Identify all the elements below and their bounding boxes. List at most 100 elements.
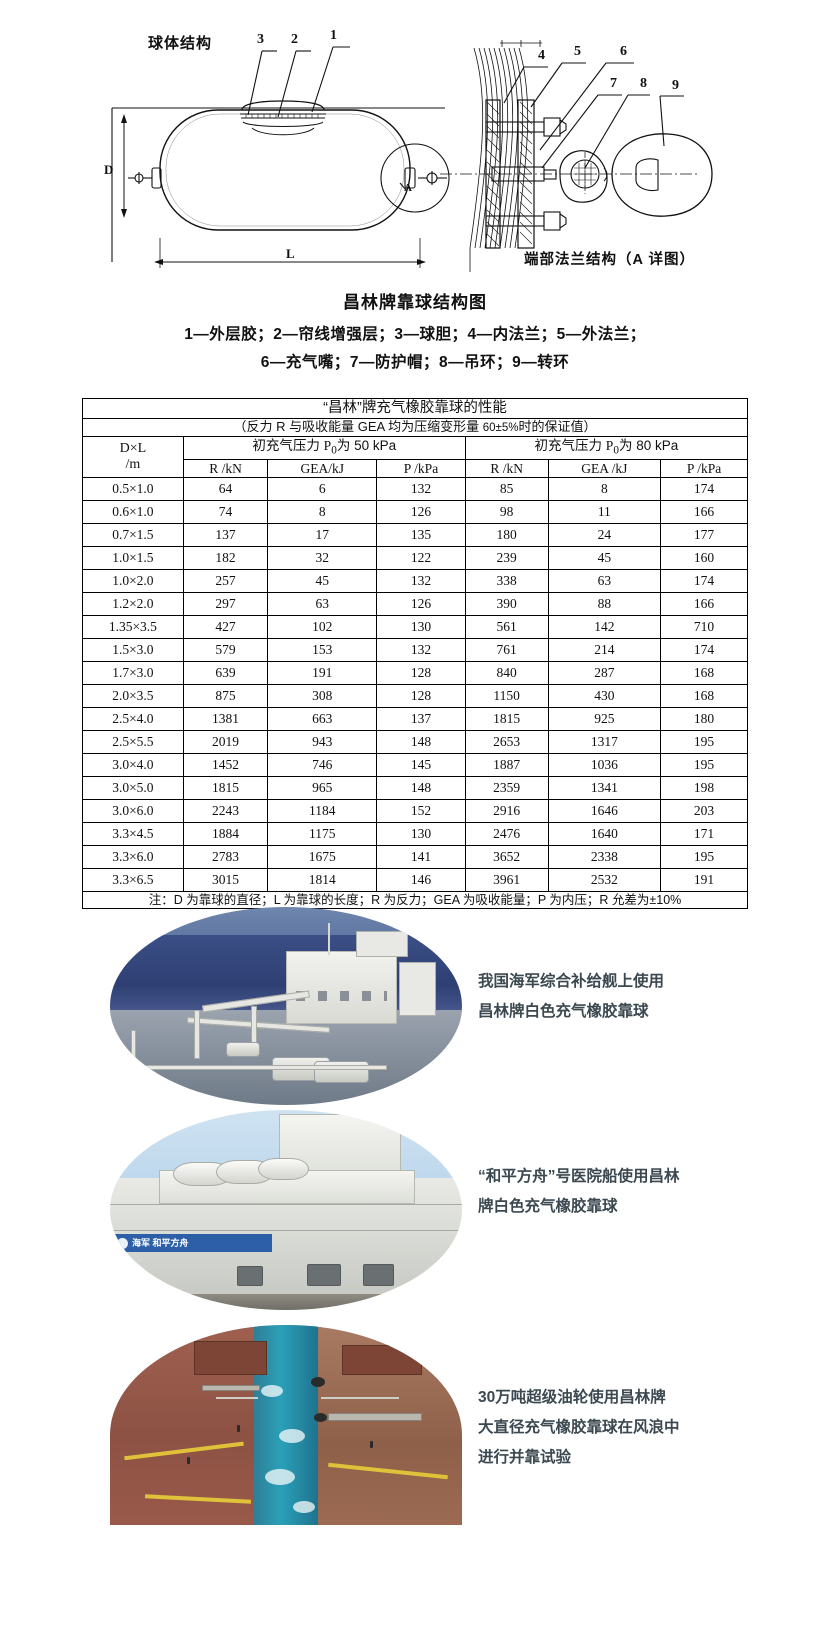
cell-value: 132 <box>376 638 466 663</box>
hull-opening-1 <box>236 1266 264 1286</box>
leader-number-3: 3 <box>257 32 264 47</box>
cell-value: 761 <box>464 638 549 663</box>
group-80-pre: 初充气压力 <box>534 437 606 453</box>
cell-size: 1.0×1.5 <box>82 546 184 571</box>
group-header-80kpa: 初充气压力 P0为 80 kPa <box>464 435 749 460</box>
cell-size: 1.35×3.5 <box>82 615 184 640</box>
table-data-rows: 0.5×1.0 64 6 132 85 8 174 0.6×1.0 74 8 126 98 11 166 0… <box>82 477 748 893</box>
subtitle-pre: （反力 R 与吸收能量 GEA 均为压缩变形量 <box>233 418 483 434</box>
table-row: 2.0×3.5 875 308 128 1150 430 168 <box>82 684 748 709</box>
leader-number-7: 7 <box>610 76 617 91</box>
rail-post <box>131 1029 137 1076</box>
photo-peace-ark-hospital-ship: 海军 和平方舟 <box>110 1110 462 1310</box>
photo-caption-1-line-2: 昌林牌白色充气橡胶靠球 <box>478 1003 649 1021</box>
cell-value: 145 <box>376 753 466 778</box>
table-row: 0.7×1.5 137 17 135 180 24 177 <box>82 523 748 548</box>
cell-value: 840 <box>464 661 549 686</box>
cell-value: 1815 <box>464 707 549 732</box>
cell-value: 239 <box>464 546 549 571</box>
cell-value: 195 <box>660 753 748 778</box>
cell-value: 130 <box>376 822 466 847</box>
cell-value: 174 <box>660 569 748 594</box>
deck-railing <box>138 1065 387 1071</box>
cell-value: 2476 <box>464 822 549 847</box>
cell-value: 152 <box>376 799 466 824</box>
quay-area <box>110 1294 462 1310</box>
cell-value: 102 <box>267 615 378 640</box>
table-column-header-row: R /kN GEA/kJ P /kPa R /kN GEA /kJ P /kPa <box>83 458 748 479</box>
ship-logo-icon <box>117 1237 129 1249</box>
table-row: 3.0×6.0 2243 1184 152 2916 1646 203 <box>82 799 748 824</box>
table-row: 1.35×3.5 427 102 130 561 142 710 <box>82 615 748 640</box>
cell-value: 191 <box>267 661 378 686</box>
table-subtitle-row: （反力 R 与吸收能量 GEA 均为压缩变形量 60±5%时的保证值） <box>82 417 748 437</box>
leader-number-4: 4 <box>538 48 545 63</box>
table-row: 1.7×3.0 639 191 128 840 287 168 <box>82 661 748 686</box>
cell-value: 943 <box>267 730 378 755</box>
cell-value: 925 <box>547 707 662 732</box>
cell-value: 1884 <box>182 822 269 847</box>
subtitle-post: 时的保证值） <box>518 418 597 434</box>
cell-value: 166 <box>660 500 748 525</box>
deck-house-a <box>356 930 408 957</box>
leader-number-5: 5 <box>574 44 581 59</box>
photo-caption-1: 我国海军综合补给舰上使用 昌林牌白色充气橡胶靠球 <box>478 967 664 1027</box>
diagram-legend-line-2: 6—充气嘴；7—防护帽；8—吊环；9—转环 <box>260 354 570 371</box>
cell-value: 126 <box>376 500 466 525</box>
leader-number-9: 9 <box>672 78 679 93</box>
cell-value: 174 <box>660 638 748 663</box>
manifold-house-right <box>342 1345 422 1375</box>
cell-value: 153 <box>267 638 378 663</box>
cell-value: 287 <box>547 661 662 686</box>
table-row: 3.0×4.0 1452 746 145 1887 1036 195 <box>82 753 748 778</box>
cell-size: 0.5×1.0 <box>82 477 184 502</box>
cell-size: 2.0×3.5 <box>82 684 184 709</box>
photo-row-peace-ark: 海军 和平方舟 “和平方舟”号医院船使用昌林 牌白色充气橡胶靠球 <box>0 1110 830 1310</box>
group-80-post: 为 80 kPa <box>618 437 679 453</box>
cell-value: 257 <box>182 569 269 594</box>
table-row: 3.3×6.5 3015 1814 146 3961 2532 191 <box>82 868 748 893</box>
leader-number-8: 8 <box>640 76 647 91</box>
manifold-house-left <box>194 1341 267 1375</box>
rail-left <box>215 1397 258 1399</box>
cell-value: 180 <box>660 707 748 732</box>
cell-value: 64 <box>182 477 269 502</box>
photo-supertanker-trial <box>110 1325 462 1525</box>
cell-value: 63 <box>547 569 662 594</box>
hull-opening-3 <box>363 1264 394 1286</box>
cell-value: 74 <box>182 500 269 525</box>
cell-value: 2019 <box>182 730 269 755</box>
cell-value: 182 <box>182 546 269 571</box>
cell-size: 3.3×4.5 <box>82 822 184 847</box>
lifeboat-3 <box>257 1158 310 1180</box>
table-subtitle: （反力 R 与吸收能量 GEA 均为压缩变形量 60±5%时的保证值） <box>82 417 748 437</box>
subtitle-tolerance: 60±5% <box>482 421 519 434</box>
cell-value: 1341 <box>547 776 662 801</box>
fender-inline-1 <box>310 1377 325 1387</box>
leader-number-6: 6 <box>620 44 627 59</box>
ship-name-band-text: 海军 和平方舟 <box>117 1234 272 1252</box>
column-header-1: GEA/kJ <box>267 458 378 479</box>
cell-value: 126 <box>376 592 466 617</box>
cell-value: 1675 <box>267 845 378 870</box>
table-row: 2.5×4.0 1381 663 137 1815 925 180 <box>82 707 748 732</box>
photo-caption-2: “和平方舟”号医院船使用昌林 牌白色充气橡胶靠球 <box>478 1162 680 1222</box>
cell-value: 1452 <box>182 753 269 778</box>
foam-4 <box>293 1501 316 1513</box>
rail-right <box>321 1397 399 1399</box>
table-row: 3.3×4.5 1884 1175 130 2476 1640 171 <box>82 822 748 847</box>
leader-number-1: 1 <box>330 28 337 43</box>
cell-size: 0.7×1.5 <box>82 523 184 548</box>
cell-value: 128 <box>376 684 466 709</box>
row-header-size-line1: D×L <box>119 440 147 456</box>
table-row: 1.0×1.5 182 32 122 239 45 160 <box>82 546 748 571</box>
cell-value: 1815 <box>182 776 269 801</box>
crew-member-2 <box>236 1425 240 1432</box>
cell-value: 1317 <box>547 730 662 755</box>
fender-inline-2 <box>314 1413 328 1422</box>
cell-value: 1175 <box>267 822 378 847</box>
cell-value: 214 <box>547 638 662 663</box>
cell-value: 3652 <box>464 845 549 870</box>
pipe-left <box>201 1385 260 1391</box>
